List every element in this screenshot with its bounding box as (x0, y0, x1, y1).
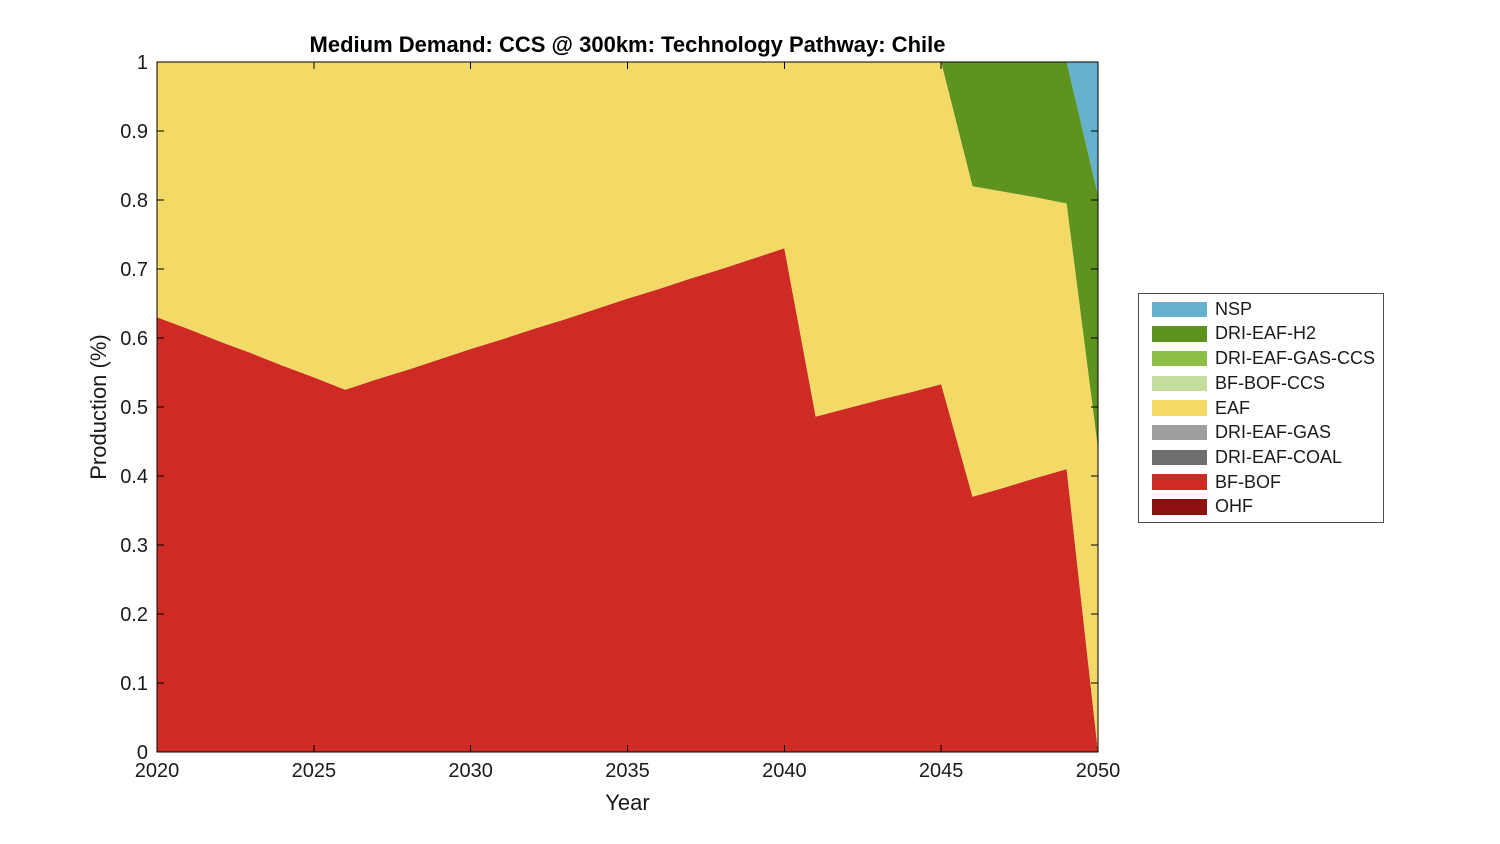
area-dri-eaf-h2 (157, 62, 1098, 449)
chart-title: Medium Demand: CCS @ 300km: Technology P… (309, 32, 946, 57)
legend-label: DRI-EAF-H2 (1215, 323, 1317, 344)
legend-item-dri-eaf-h2: DRI-EAF-H2 (1139, 322, 1383, 347)
legend-swatch (1152, 424, 1207, 441)
legend-item-ohf: OHF (1139, 494, 1383, 519)
y-tick-label: 0.7 (120, 259, 148, 281)
legend-swatch (1152, 499, 1207, 515)
legend-label: BF-BOF (1215, 471, 1281, 492)
legend-swatch (1152, 400, 1207, 416)
legend-swatch (1152, 326, 1207, 342)
legend-item-dri-eaf-gas: DRI-EAF-GAS (1139, 420, 1383, 445)
legend-item-dri-eaf-gas-ccs: DRI-EAF-GAS-CCS (1139, 346, 1383, 371)
legend-item-bf-bof-ccs: BF-BOF-CCS (1139, 371, 1383, 396)
legend-swatch (1152, 301, 1207, 317)
legend-swatch (1152, 375, 1207, 392)
x-axis-label: Year (605, 790, 650, 815)
y-tick-label: 0.4 (120, 466, 148, 488)
y-tick-label: 1 (137, 52, 148, 74)
x-tick-label: 2040 (762, 760, 807, 782)
legend-swatch (1152, 474, 1207, 490)
legend-item-eaf: EAF (1139, 396, 1383, 421)
y-tick-label: 0.9 (120, 121, 148, 143)
legend-label: DRI-EAF-COAL (1215, 446, 1343, 467)
legend-label: EAF (1215, 397, 1251, 418)
legend-label: OHF (1215, 496, 1253, 517)
y-axis-label: Production (%) (86, 334, 111, 480)
legend-swatch (1152, 449, 1207, 466)
y-tick-label: 0.6 (120, 328, 148, 350)
y-tick-label: 0.5 (120, 397, 148, 419)
x-tick-label: 2035 (605, 760, 650, 782)
y-tick-label: 0.2 (120, 604, 148, 626)
area-bf-bof (157, 248, 1098, 752)
legend-label: DRI-EAF-GAS (1215, 422, 1332, 443)
legend-label: BF-BOF-CCS (1215, 372, 1325, 393)
x-tick-label: 2045 (919, 760, 964, 782)
y-tick-label: 0 (137, 742, 148, 764)
x-tick-label: 2030 (448, 760, 493, 782)
legend-swatch (1152, 350, 1207, 367)
area-eaf (157, 62, 1098, 752)
legend-label: DRI-EAF-GAS-CCS (1215, 348, 1376, 369)
legend-item-nsp: NSP (1139, 297, 1383, 322)
x-tick-label: 2050 (1076, 760, 1121, 782)
legend-item-bf-bof: BF-BOF (1139, 470, 1383, 495)
legend: NSP DRI-EAF-H2 DRI-EAF-GAS-CCS BF-BOF-CCS EA… (1138, 293, 1384, 523)
y-tick-label: 0.3 (120, 535, 148, 557)
legend-item-dri-eaf-coal: DRI-EAF-COAL (1139, 445, 1383, 470)
x-tick-label: 2020 (135, 760, 180, 782)
x-tick-label: 2025 (292, 760, 337, 782)
y-tick-label: 0.1 (120, 673, 148, 695)
y-tick-label: 0.8 (120, 190, 148, 212)
legend-label: NSP (1215, 298, 1253, 319)
